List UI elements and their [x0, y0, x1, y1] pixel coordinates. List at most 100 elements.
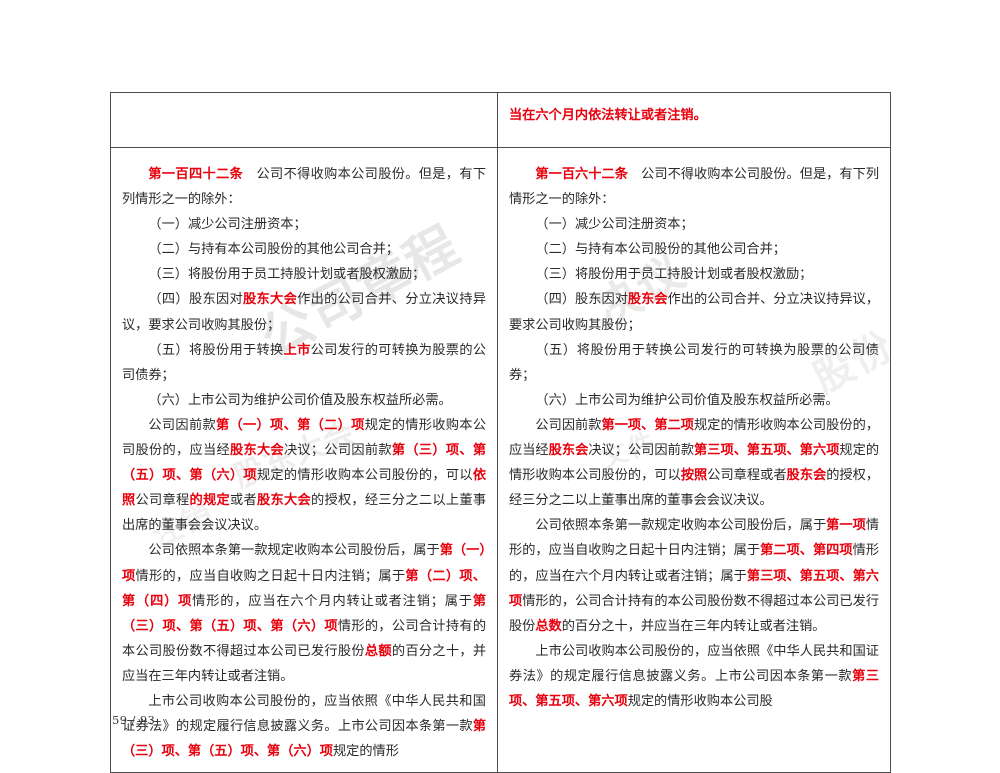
revision-text: 第三项、第五项、第六项	[509, 568, 879, 609]
paragraph-item-3: （三）将股份用于员工持股计划或者股权激励；	[122, 262, 486, 287]
body-text: 公司章程	[135, 493, 190, 509]
body-text: 决议；公司因前款	[588, 443, 695, 459]
revision-text: 股东会	[548, 443, 589, 459]
revision-text: 股东大会	[243, 292, 298, 308]
revision-text: 总数	[535, 618, 562, 634]
body-text: 情形的，公司合计持有的本公司股份数不得超过本公司已发行股份	[122, 618, 487, 659]
body-text: （六）上市公司为维护公司价值及股东权益所必需。	[535, 392, 839, 408]
revision-text: 股东会	[786, 468, 827, 484]
body-text: 公司依照本条第一款规定收购本公司股份后，属于	[535, 518, 827, 534]
header-note-right: 当在六个月内依法转让或者注销。	[509, 108, 707, 123]
revision-text: 第（一）项	[122, 543, 486, 584]
paragraph-item-5: （五）将股份用于转换公司发行的可转换为股票的公司债券；	[509, 338, 879, 388]
revision-text: 股东会	[627, 292, 668, 308]
body-text: （三）将股份用于员工持股计划或者股权激励；	[535, 267, 813, 283]
body-text: （一）减少公司注册资本；	[148, 217, 307, 233]
body-text: 或者	[229, 493, 257, 509]
body-text: 公司发行的可转换为股票的公司债券；	[122, 342, 487, 383]
revision-text: 的规定	[189, 493, 230, 509]
paragraph-item-1: （一）减少公司注册资本；	[509, 212, 879, 237]
revision-text: 股东大会	[256, 493, 311, 509]
header-cell-right: 当在六个月内依法转让或者注销。	[497, 92, 891, 148]
body-text: 公司章程或者	[707, 468, 787, 484]
paragraph-item-3: （三）将股份用于员工持股计划或者股权激励；	[509, 262, 879, 287]
body-text: 决议；公司因前款	[283, 443, 392, 459]
revision-text: 第（三）项、第（五）项、第（六）项	[122, 719, 486, 760]
revision-text: 第一百六十二条	[535, 167, 628, 182]
paragraph-p4: 上市公司收购本公司股份的，应当依照《中华人民共和国证券法》的规定履行信息披露义务…	[122, 689, 486, 764]
body-text: 公司依照本条第一款规定收购本公司股份后，属于	[148, 543, 440, 559]
body-text: 作出的公司合并、分立决议持异议，要求公司收购其股份；	[509, 292, 880, 333]
paragraph-p1: 第一百四十二条 公司不得收购本公司股份。但是，有下列情形之一的除外：	[122, 162, 486, 212]
paragraph-item-1: （一）减少公司注册资本；	[122, 212, 486, 237]
body-text: （四）股东因对	[535, 292, 628, 308]
revision-text: 第（一）项、第（二）项	[215, 417, 365, 433]
new-article-container: 第一百六十二条 公司不得收购本公司股份。但是，有下列情形之一的除外： （一）减少公…	[498, 148, 890, 722]
paragraph-item-4: （四）股东因对股东大会作出的公司合并、分立决议持异议，要求公司收购其股份；	[122, 287, 486, 337]
body-text: （五）将股份用于转换公司发行的可转换为股票的公司债券；	[509, 342, 879, 383]
body-text: 上市公司收购本公司股份的，应当依照《中华人民共和国证券法》的规定履行信息披露义务…	[509, 643, 879, 684]
revision-text: 第三项、第五项、第六项	[509, 668, 880, 709]
body-text: 规定的情形收购本公司股份的，可以	[509, 443, 880, 484]
table-body-row: 第一百四十二条 公司不得收购本公司股份。但是，有下列情形之一的除外： （一）减少公…	[110, 146, 891, 773]
paragraph-p4: 上市公司收购本公司股份的，应当依照《中华人民共和国证券法》的规定履行信息披露义务…	[509, 639, 879, 714]
revision-text: 股东大会	[229, 443, 284, 459]
body-text: 规定的情形收购本公司股份的，可以	[256, 468, 473, 484]
revision-text: 第一项、第二项	[601, 417, 695, 433]
paragraph-p2: 公司因前款第（一）项、第（二）项规定的情形收购本公司股份的，应当经股东大会决议；…	[122, 413, 486, 538]
table-header-row: 当在六个月内依法转让或者注销。	[110, 92, 891, 148]
paragraph-item-4: （四）股东因对股东会作出的公司合并、分立决议持异议，要求公司收购其股份；	[509, 287, 879, 337]
revision-text: 第二项、第四项	[760, 543, 853, 559]
body-text: （二）与持有本公司股份的其他公司合并；	[535, 242, 786, 258]
revision-text: 第（三）项、第（五）项、第（六）项	[122, 443, 487, 484]
body-text: 情形的，公司合计持有的本公司股份数不得超过本公司已发行股份	[509, 593, 880, 634]
body-text: （五）将股份用于转换	[148, 342, 284, 358]
revision-text: 按照	[680, 468, 708, 484]
paragraph-item-2: （二）与持有本公司股份的其他公司合并；	[509, 237, 879, 262]
comparison-table: 当在六个月内依法转让或者注销。 第一百四十二条 公司不得收购本公司股份。但是，有…	[110, 92, 891, 773]
body-text: 规定的情形	[333, 744, 399, 760]
paragraph-p2: 公司因前款第一项、第二项规定的情形收购本公司股份的，应当经股东会决议；公司因前款…	[509, 413, 879, 513]
paragraph-p1: 第一百六十二条 公司不得收购本公司股份。但是，有下列情形之一的除外：	[509, 162, 879, 212]
body-text: 规定的情形收购本公司股	[627, 693, 773, 709]
body-text: 的授权，经三分之二以上董事出席的董事会会议决议。	[122, 493, 487, 534]
revision-text: 依照	[122, 468, 487, 509]
revision-text: 上市	[283, 342, 311, 358]
body-text: 规定的情形收购本公司股份的，应当经	[509, 417, 880, 459]
old-article-paragraphs: 第一百四十二条 公司不得收购本公司股份。但是，有下列情形之一的除外： （一）减少公…	[122, 162, 486, 764]
paragraph-p3: 公司依照本条第一款规定收购本公司股份后，属于第一项情形的，应当自收购之日起十日内…	[509, 513, 879, 638]
body-text: 的百分之十，并应当在三年内转让或者注销。	[561, 618, 826, 634]
body-text: 规定的情形收购本公司股份的，应当经	[122, 417, 487, 459]
revision-text: 第一百四十二条	[148, 167, 244, 182]
body-text: 情形的，应当自收购之日起十日内注销；属于	[135, 568, 406, 584]
body-cell-left: 第一百四十二条 公司不得收购本公司股份。但是，有下列情形之一的除外： （一）减少公…	[110, 146, 498, 773]
old-article-container: 第一百四十二条 公司不得收购本公司股份。但是，有下列情形之一的除外： （一）减少公…	[111, 148, 497, 772]
body-text: 情形的，应当自收购之日起十日内注销；属于	[509, 518, 880, 559]
body-text: （二）与持有本公司股份的其他公司合并；	[148, 242, 399, 258]
revision-text: 第（三）项、第（五）项、第（六）项	[122, 593, 487, 634]
body-text: （三）将股份用于员工持股计划或者股权激励；	[148, 267, 426, 283]
body-text: 公司因前款	[535, 417, 602, 433]
header-cell-left	[110, 92, 498, 148]
body-text: 的百分之十，并应当在三年内转让或者注销。	[122, 643, 487, 684]
body-text: 公司不得收购本公司股份。但是，有下列情形之一的除外：	[122, 167, 487, 208]
revision-text: 第一项	[826, 518, 866, 534]
body-text: 作出的公司合并、分立决议持异议，要求公司收购其股份；	[122, 292, 487, 333]
body-text: 上市公司收购本公司股份的，应当依照《中华人民共和国证券法》的规定履行信息披露义务…	[122, 693, 486, 735]
body-text: （六）上市公司为维护公司价值及股东权益所必需。	[148, 392, 452, 408]
body-text: 的授权，经三分之二以上董事出席的董事会会议决议。	[509, 468, 880, 509]
paragraph-p3: 公司依照本条第一款规定收购本公司股份后，属于第（一）项情形的，应当自收购之日起十…	[122, 538, 486, 689]
paragraph-item-2: （二）与持有本公司股份的其他公司合并；	[122, 237, 486, 262]
body-text: （四）股东因对	[148, 292, 244, 308]
revision-text: 第（二）项、第（四）项	[122, 568, 487, 609]
paragraph-item-5: （五）将股份用于转换上市公司发行的可转换为股票的公司债券；	[122, 338, 486, 388]
paragraph-item-6: （六）上市公司为维护公司价值及股东权益所必需。	[122, 388, 486, 413]
paragraph-item-6: （六）上市公司为维护公司价值及股东权益所必需。	[509, 388, 879, 413]
body-text: 公司因前款	[148, 417, 216, 433]
body-text: 公司不得收购本公司股份。但是，有下列情形之一的除外：	[509, 167, 880, 208]
revision-text: 第三项、第五项、第六项	[694, 443, 840, 459]
body-text: （一）减少公司注册资本；	[535, 217, 694, 233]
new-article-paragraphs: 第一百六十二条 公司不得收购本公司股份。但是，有下列情形之一的除外： （一）减少公…	[509, 162, 879, 714]
body-cell-right: 第一百六十二条 公司不得收购本公司股份。但是，有下列情形之一的除外： （一）减少公…	[497, 146, 891, 773]
